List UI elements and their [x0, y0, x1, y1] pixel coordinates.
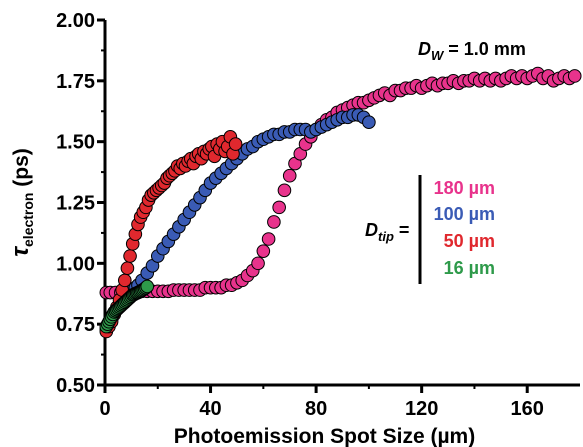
x-axis-title: Photoemission Spot Size (µm) — [174, 425, 475, 447]
y-tick-label: 1.25 — [56, 193, 95, 215]
y-axis-title-symbol: τ — [7, 246, 34, 257]
dtip-symbol: D — [365, 220, 378, 240]
data-point — [261, 232, 276, 246]
y-axis-title: τelectron (ps) — [7, 148, 36, 257]
dw-annotation: DW = 1.0 mm — [418, 39, 526, 63]
data-point — [117, 273, 132, 288]
data-point — [362, 115, 376, 129]
data-point — [282, 168, 297, 183]
dtip-equals: = — [394, 220, 410, 240]
axes: 0.50 0.75 1.00 1.25 1.50 1.75 2.00 0 40 80 120 160 P… — [7, 10, 580, 447]
legend-entry: 16 µm — [444, 258, 495, 278]
y-tick-label: 2.00 — [56, 10, 95, 32]
y-axis-title-subscript: electron — [20, 193, 36, 247]
data-point — [228, 137, 243, 151]
y-axis-title-unit: (ps) — [10, 148, 33, 192]
y-tick-label: 1.50 — [56, 132, 95, 154]
dtip-subscript: tip — [378, 229, 394, 244]
data-point — [123, 249, 137, 263]
legend-entry: 100 µm — [434, 204, 495, 224]
x-tick-label: 120 — [405, 398, 438, 420]
data-point — [267, 215, 281, 229]
y-tick-label: 1.00 — [56, 253, 95, 275]
y-tick-label: 1.75 — [56, 71, 95, 93]
data-point — [567, 69, 582, 83]
x-tick-label: 0 — [99, 398, 110, 420]
dw-subscript: W — [431, 48, 445, 63]
x-tick-label: 160 — [511, 398, 544, 420]
series-3 — [99, 279, 155, 334]
data-point — [120, 261, 135, 276]
dw-symbol: D — [418, 39, 431, 59]
data-point — [272, 200, 286, 215]
series-layer — [99, 66, 582, 339]
dtip-label: Dtip = — [365, 220, 409, 244]
x-tick-label: 40 — [199, 398, 221, 420]
y-tick-label: 0.75 — [56, 314, 95, 336]
legend-entry: 180 µm — [434, 178, 495, 198]
legend-entry: 50 µm — [444, 231, 495, 251]
series-0 — [99, 66, 582, 300]
data-point — [251, 256, 265, 271]
data-point — [140, 279, 155, 294]
dw-value: = 1.0 mm — [443, 39, 526, 59]
data-point — [277, 183, 292, 198]
x-tick-label: 80 — [305, 398, 327, 420]
y-tick-label: 0.50 — [56, 375, 95, 397]
data-point — [256, 244, 271, 258]
